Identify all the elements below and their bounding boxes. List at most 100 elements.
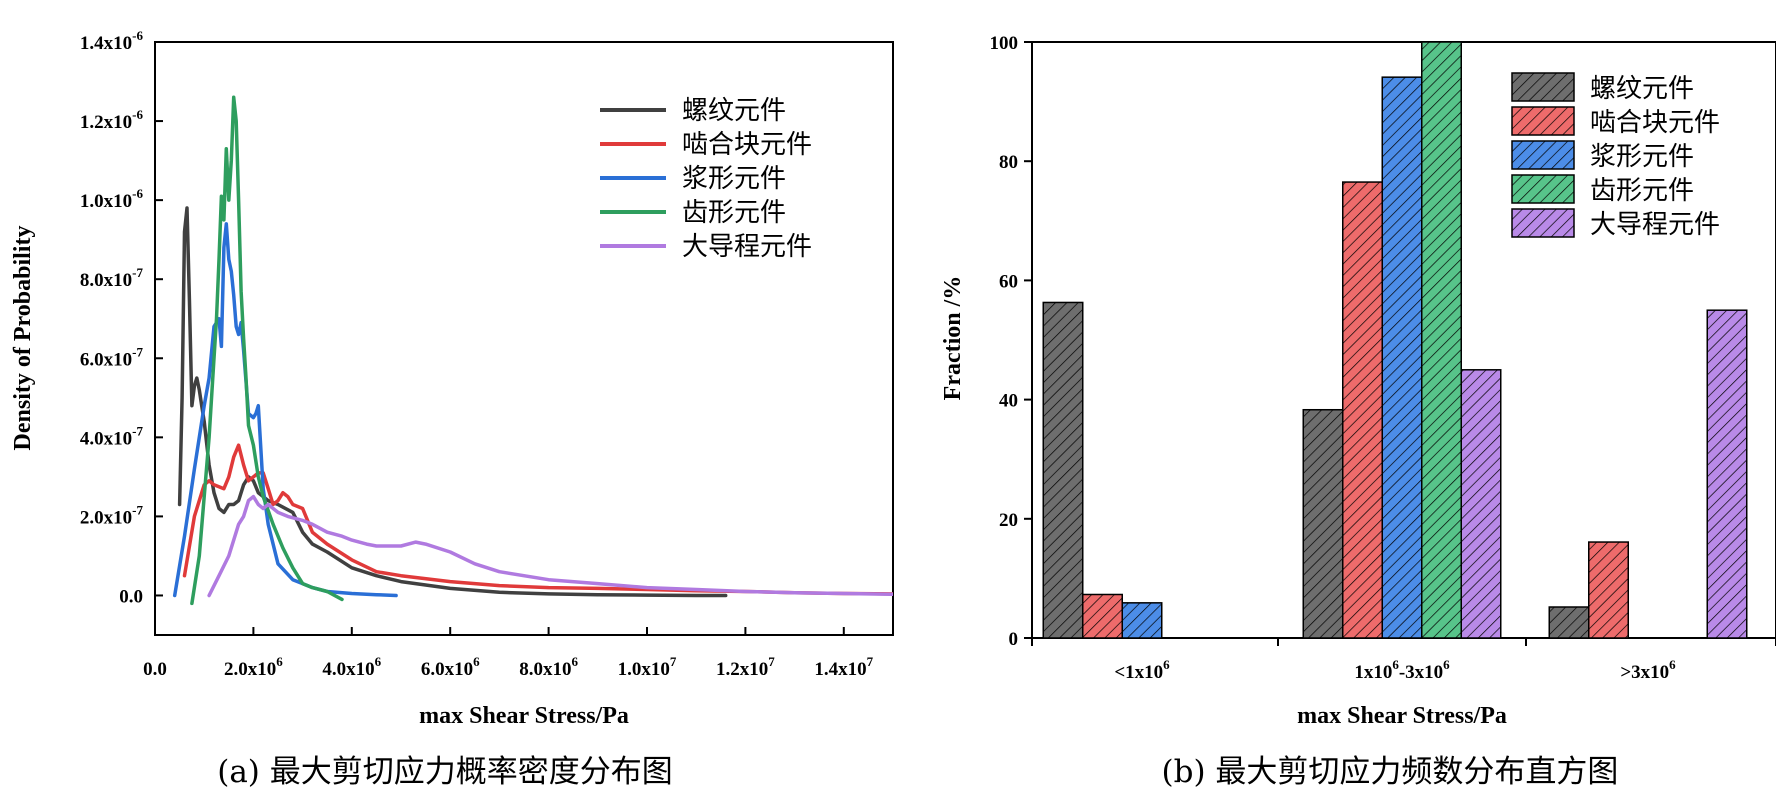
bar-hatch [1042, 301, 1084, 639]
tick-exponent: 7 [867, 654, 874, 669]
legend-label: 螺纹元件 [1590, 74, 1694, 104]
x-axis-title: max Shear Stress/Pa [419, 703, 629, 729]
tick-mantissa: 6.0x10 [80, 349, 132, 370]
y-tick-label: 20 [999, 510, 1018, 531]
y-tick-label: 0 [1009, 629, 1019, 650]
x-tick-label: 1x106-3x106 [1354, 657, 1450, 683]
tick-mantissa: 1.4x10 [80, 33, 132, 54]
x-tick-label: 8.0x106 [519, 654, 578, 680]
tick-mantissa: 1.0x10 [80, 191, 132, 212]
x-tick-label: >3x106 [1620, 657, 1676, 683]
tick-mantissa: 1x10 [1354, 662, 1392, 683]
tick-exponent: 6 [1163, 657, 1170, 672]
bar-hatch [1342, 181, 1383, 639]
bar-hatch [1381, 76, 1423, 639]
legend-label: 浆形元件 [1590, 142, 1694, 172]
y-tick-label: 8.0x10-7 [80, 265, 144, 291]
bar [1706, 309, 1748, 639]
bar [1342, 181, 1383, 639]
legend-label: 螺纹元件 [682, 96, 786, 126]
tick-mantissa: >3x10 [1620, 662, 1669, 683]
legend-label: 啮合块元件 [1590, 108, 1720, 138]
bar [1421, 41, 1462, 639]
tick-exponent: 7 [768, 654, 775, 669]
plot-frame [154, 41, 894, 636]
bar [1588, 541, 1629, 639]
y-tick-label: 1.4x10-6 [80, 28, 144, 54]
tick-tail: -3x10 [1399, 662, 1443, 683]
bar-hatch [1421, 41, 1462, 639]
tick-exponent: -7 [132, 423, 143, 438]
legend-swatch-hatch [1511, 174, 1575, 204]
bar-hatch [1706, 309, 1748, 639]
density-chart: 0.02.0x10-74.0x10-76.0x10-78.0x10-71.0x1… [10, 28, 894, 790]
tick-mantissa: 4.0x10 [322, 659, 374, 680]
x-tick-label: 1.2x107 [716, 654, 775, 680]
bar-hatch [1460, 369, 1502, 639]
tick-mantissa: 8.0x10 [519, 659, 571, 680]
legend-label: 大导程元件 [682, 232, 812, 262]
tick-exponent: -7 [132, 344, 143, 359]
tick-exponent: -6 [132, 28, 143, 43]
tick-mantissa: 1.0x10 [618, 659, 670, 680]
tick-exponent: 6 [1443, 657, 1450, 672]
series-line-5 [207, 494, 893, 598]
y-tick-label: 100 [990, 33, 1019, 54]
tick-mantissa: 1.2x10 [716, 659, 768, 680]
y-tick-label: 80 [999, 152, 1018, 173]
tick-exponent: 6 [1669, 657, 1676, 672]
y-tick-label: 40 [999, 391, 1018, 412]
legend-swatch-hatch [1511, 208, 1575, 238]
caption-b: (b) 最大剪切应力频数分布直方图 [1162, 754, 1619, 790]
tick-exponent: 6 [571, 654, 578, 669]
tick-mantissa: 2.0x10 [224, 659, 276, 680]
y-tick-label: 1.2x10-6 [80, 107, 144, 133]
bar-hatch [1548, 606, 1590, 639]
legend-swatch [1511, 174, 1575, 204]
bar-hatch [1121, 602, 1163, 639]
x-axis-title: max Shear Stress/Pa [1297, 703, 1507, 729]
legend-swatch [1511, 140, 1575, 170]
legend-label: 浆形元件 [682, 164, 786, 194]
y-axis-title: Fraction /% [940, 276, 966, 401]
tick-exponent: 6 [1392, 657, 1399, 672]
x-tick-label: 6.0x106 [421, 654, 480, 680]
tick-exponent: -7 [132, 502, 143, 517]
series-line-1 [177, 206, 728, 598]
bar [1548, 606, 1590, 639]
x-tick-label: 0.0 [143, 659, 167, 680]
legend-swatch-hatch [1511, 72, 1575, 102]
legend-swatch-hatch [1511, 106, 1575, 136]
legend-label: 齿形元件 [682, 198, 786, 228]
x-tick-label: 1.0x107 [618, 654, 677, 680]
legend-swatch-hatch [1511, 140, 1575, 170]
bar [1042, 301, 1084, 639]
tick-exponent: -6 [132, 186, 143, 201]
bar [1302, 408, 1344, 639]
bar [1460, 369, 1502, 639]
y-tick-label: 60 [999, 271, 1018, 292]
tick-exponent: 6 [473, 654, 480, 669]
tick-mantissa: 1.4x10 [814, 659, 866, 680]
tick-exponent: 7 [670, 654, 677, 669]
x-tick-label: 2.0x106 [224, 654, 283, 680]
y-tick-label: 2.0x10-7 [80, 502, 144, 528]
y-tick-label: 4.0x10-7 [80, 423, 144, 449]
x-tick-label: 1.4x107 [814, 654, 873, 680]
tick-exponent: 6 [375, 654, 382, 669]
legend-label: 大导程元件 [1590, 210, 1720, 240]
series-line-2 [182, 443, 893, 596]
y-tick-label: 0.0 [119, 586, 143, 607]
series-line-3 [172, 222, 398, 598]
legend-label: 啮合块元件 [682, 130, 812, 160]
tick-mantissa: 1.2x10 [80, 112, 132, 133]
bar [1381, 76, 1423, 639]
tick-mantissa: 2.0x10 [80, 507, 132, 528]
tick-mantissa: 0.0 [119, 586, 143, 607]
series-line-4 [190, 95, 344, 606]
bar-hatch [1302, 408, 1344, 639]
x-tick-label: 4.0x106 [322, 654, 381, 680]
x-tick-label: <1x106 [1114, 657, 1170, 683]
